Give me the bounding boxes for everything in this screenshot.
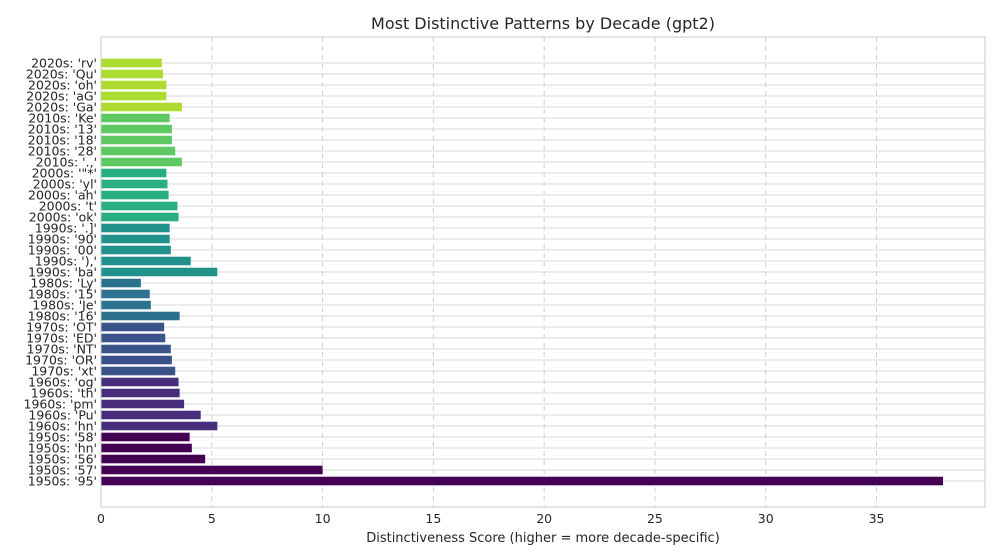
x-tick-label: 0 bbox=[97, 511, 105, 526]
y-tick-label: 1950s: '58' bbox=[28, 430, 97, 445]
y-tick-label: 1970s: 'NT' bbox=[27, 342, 97, 357]
bar bbox=[101, 69, 164, 79]
y-tick-label: 2010s: 'Ke' bbox=[28, 111, 97, 126]
y-tick-label: 1990s: '.]' bbox=[35, 221, 97, 236]
y-tick-label: 1960s: 'pm' bbox=[24, 397, 98, 412]
y-tick-label: 2010s: '.,' bbox=[36, 155, 97, 170]
y-tick-label: 1990s: '00' bbox=[28, 243, 97, 258]
y-tick-label: 1980s: '15' bbox=[28, 287, 97, 302]
y-tick-label: 2000s: 'ok' bbox=[29, 210, 97, 225]
y-tick-label: 1980s: '16' bbox=[28, 309, 97, 324]
bar bbox=[101, 366, 176, 376]
bar bbox=[101, 278, 141, 288]
bars bbox=[101, 58, 943, 486]
y-tick-label: 1950s: '57' bbox=[28, 463, 97, 478]
x-tick-label: 30 bbox=[758, 511, 774, 526]
bar bbox=[101, 432, 190, 442]
bar bbox=[101, 399, 185, 409]
y-tick-label: 2000s: 'yl' bbox=[33, 177, 97, 192]
bar bbox=[101, 311, 180, 321]
bar bbox=[101, 212, 179, 222]
bar bbox=[101, 168, 167, 178]
bar bbox=[101, 91, 167, 101]
bar bbox=[101, 190, 169, 200]
y-tick-label: 1980s: 'Je' bbox=[32, 298, 97, 313]
y-tick-labels: 2020s: 'rv'2020s: 'Qu'2020s: 'oh'2020s: … bbox=[24, 56, 98, 489]
x-tick-label: 25 bbox=[647, 511, 663, 526]
bar bbox=[101, 322, 165, 332]
x-tick-label: 20 bbox=[536, 511, 552, 526]
bar bbox=[101, 355, 172, 365]
bar bbox=[101, 443, 192, 453]
x-tick-label: 5 bbox=[208, 511, 216, 526]
bar bbox=[101, 135, 172, 145]
y-tick-label: 2010s: '18' bbox=[28, 133, 97, 148]
bar bbox=[101, 421, 218, 431]
bar bbox=[101, 157, 182, 167]
x-tick-labels: 0 5 10 15 20 25 30 35 bbox=[97, 511, 884, 526]
y-tick-label: 1960s: 'Pu' bbox=[28, 408, 97, 423]
bar bbox=[101, 245, 171, 255]
x-tick-label: 35 bbox=[869, 511, 885, 526]
bar bbox=[101, 333, 166, 343]
bar bbox=[101, 476, 943, 486]
bar bbox=[101, 58, 162, 68]
y-tick-label: 2020s: 'Ga' bbox=[26, 100, 97, 115]
x-tick-label: 15 bbox=[425, 511, 441, 526]
y-tick-label: 1990s: '),' bbox=[35, 254, 97, 269]
bar bbox=[101, 234, 170, 244]
bar bbox=[101, 146, 176, 156]
y-tick-label: 1960s: 'hn' bbox=[28, 419, 97, 434]
y-tick-label: 1950s: 'hn' bbox=[28, 441, 97, 456]
bar bbox=[101, 124, 172, 134]
bar bbox=[101, 454, 206, 464]
bar bbox=[101, 267, 218, 277]
y-tick-label: 2020s: 'rv' bbox=[31, 56, 97, 71]
bar bbox=[101, 465, 323, 475]
bar bbox=[101, 377, 179, 387]
bar bbox=[101, 256, 191, 266]
y-tick-label: 2000s: 't' bbox=[39, 199, 97, 214]
bar bbox=[101, 80, 167, 90]
grid bbox=[100, 37, 985, 507]
y-tick-label: 2010s: '13' bbox=[28, 122, 97, 137]
y-tick-label: 1970s: 'OR' bbox=[25, 353, 97, 368]
x-tick-label: 10 bbox=[315, 511, 331, 526]
x-axis-label: Distinctiveness Score (higher = more dec… bbox=[366, 531, 720, 546]
y-tick-label: 2000s: 'ah' bbox=[28, 188, 97, 203]
y-tick-label: 1990s: 'ba' bbox=[28, 265, 97, 280]
y-tick-label: 1990s: '90' bbox=[28, 232, 97, 247]
bar bbox=[101, 289, 150, 299]
y-tick-label: 2020s: 'aG' bbox=[26, 89, 97, 104]
y-tick-label: 1970s: 'xt' bbox=[31, 364, 97, 379]
y-tick-label: 1950s: '95' bbox=[28, 474, 97, 489]
y-tick-label: 1950s: '56' bbox=[28, 452, 97, 467]
y-tick-label: 2020s: 'Qu' bbox=[26, 67, 97, 82]
plot-frame bbox=[100, 36, 986, 508]
bar bbox=[101, 223, 170, 233]
y-tick-label: 2020s: 'oh' bbox=[28, 78, 97, 93]
y-tick-label: 1960s: 'th' bbox=[31, 386, 97, 401]
bar bbox=[101, 410, 201, 420]
y-tick-label: 2010s: '28' bbox=[28, 144, 97, 159]
bar bbox=[101, 179, 168, 189]
bar bbox=[101, 113, 170, 123]
chart-title: Most Distinctive Patterns by Decade (gpt… bbox=[371, 14, 715, 33]
y-tick-label: 1980s: 'Ly' bbox=[30, 276, 97, 291]
y-tick-label: 2000s: '"*' bbox=[32, 166, 97, 181]
y-tick-label: 1970s: 'ED' bbox=[26, 331, 97, 346]
bar bbox=[101, 102, 182, 112]
y-tick-label: 1960s: 'og' bbox=[28, 375, 97, 390]
bar bbox=[101, 388, 180, 398]
bar bbox=[101, 201, 178, 211]
bar bbox=[101, 300, 151, 310]
y-tick-label: 1970s: 'OT' bbox=[26, 320, 97, 335]
bar bbox=[101, 344, 171, 354]
